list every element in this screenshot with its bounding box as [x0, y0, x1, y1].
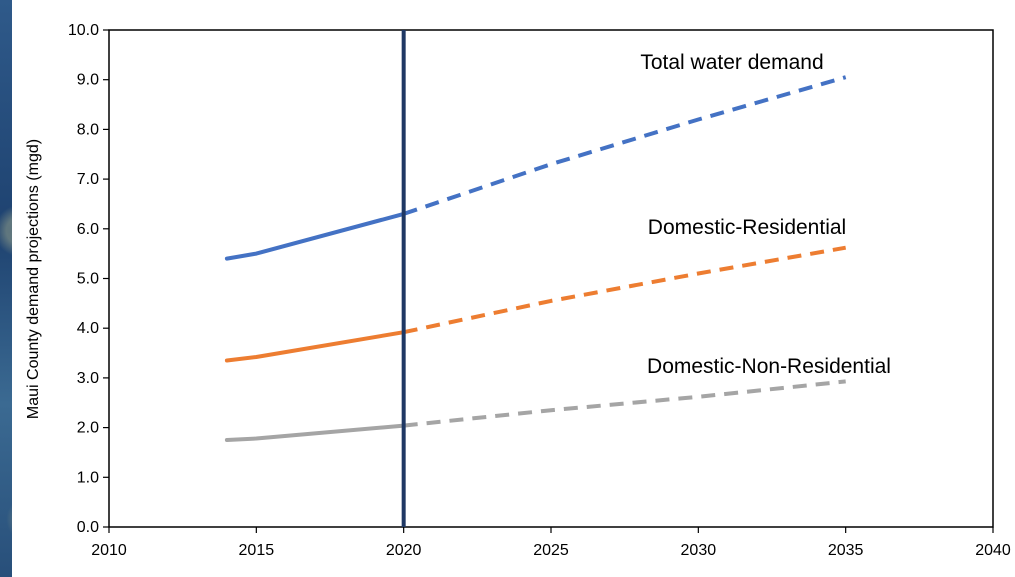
x-tick-label: 2030	[681, 542, 717, 559]
chart-panel: 0.0 1.0 2.0 3.0 4.0 5.0 6.0 7.0 8.0 9.0 10.0 2010 20…	[12, 0, 1015, 577]
axes: 0.0 1.0 2.0 3.0 4.0 5.0 6.0 7.0 8.0 9.0 10.0 2010 20…	[68, 22, 1011, 559]
series-line-projected-2	[403, 379, 846, 428]
y-tick-label: 1.0	[77, 469, 99, 486]
series-label: Domestic-Residential	[648, 216, 846, 239]
y-tick-label: 10.0	[68, 22, 99, 39]
y-tick-label: 7.0	[77, 171, 99, 188]
y-tick-label: 3.0	[77, 370, 99, 387]
y-axis-label: Maui County demand projections (mgd)	[25, 139, 42, 419]
series-label: Domestic-Non-Residential	[647, 355, 891, 378]
x-tick-label: 2020	[386, 542, 422, 559]
series-line-projected-1	[403, 245, 847, 335]
x-tick-label: 2040	[975, 542, 1011, 559]
y-tick-label: 6.0	[77, 221, 99, 238]
series-lines	[224, 30, 847, 527]
labels: Total water demand Domestic-Residential Do…	[640, 51, 891, 378]
y-tick-label: 8.0	[77, 121, 99, 138]
y-tick-label: 5.0	[77, 271, 99, 288]
series-line-historical-0	[224, 211, 406, 261]
x-tick-label: 2015	[239, 542, 275, 559]
y-tick-label: 0.0	[77, 519, 99, 536]
series-line-historical-1	[224, 330, 406, 363]
x-tick-label: 2025	[533, 542, 569, 559]
series-label: Total water demand	[640, 51, 823, 74]
y-tick-label: 4.0	[77, 320, 99, 337]
line-chart: 0.0 1.0 2.0 3.0 4.0 5.0 6.0 7.0 8.0 9.0 10.0 2010 20…	[25, 22, 1011, 559]
plot-area-border	[108, 29, 994, 528]
series-line-projected-0	[403, 75, 847, 216]
x-tick-label: 2010	[91, 542, 127, 559]
series-line-historical-2	[224, 423, 406, 442]
y-tick-label: 2.0	[77, 420, 99, 437]
y-tick-label: 9.0	[77, 72, 99, 89]
x-tick-label: 2035	[828, 542, 864, 559]
